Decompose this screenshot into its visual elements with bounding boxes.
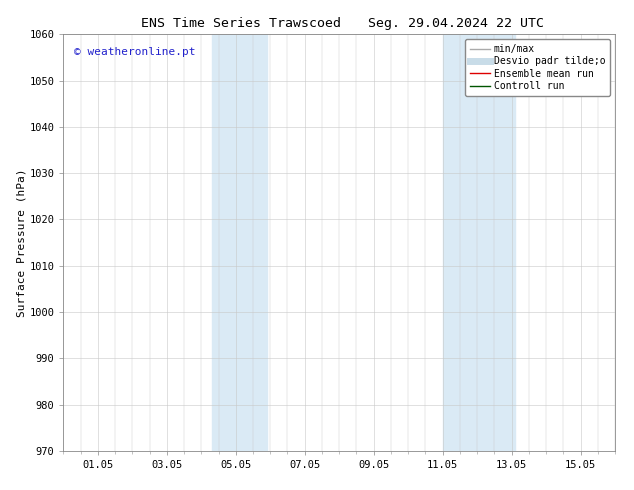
- Text: © weatheronline.pt: © weatheronline.pt: [74, 47, 196, 57]
- Bar: [443, 34, 515, 451]
- Text: Seg. 29.04.2024 22 UTC: Seg. 29.04.2024 22 UTC: [368, 17, 545, 30]
- Y-axis label: Surface Pressure (hPa): Surface Pressure (hPa): [16, 168, 27, 317]
- Legend: min/max, Desvio padr tilde;o, Ensemble mean run, Controll run: min/max, Desvio padr tilde;o, Ensemble m…: [465, 39, 610, 96]
- Text: ENS Time Series Trawscoed: ENS Time Series Trawscoed: [141, 17, 341, 30]
- Bar: [212, 34, 267, 451]
